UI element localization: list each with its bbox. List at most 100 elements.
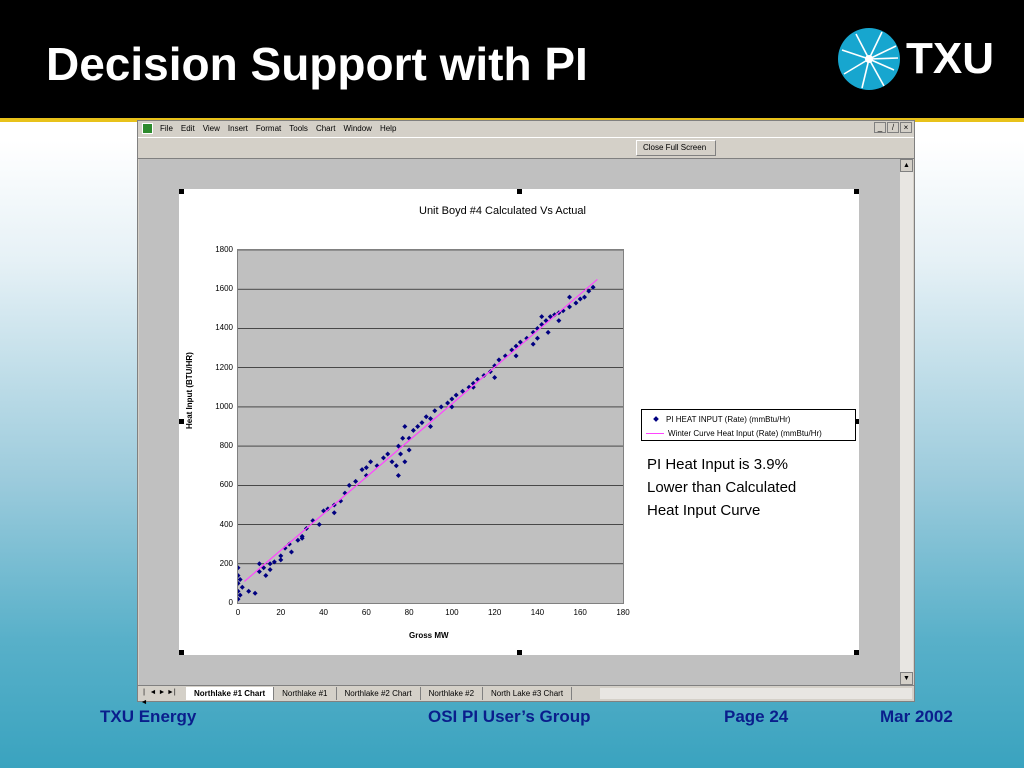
vertical-scrollbar[interactable]: ▲ ▼	[900, 159, 913, 685]
y-tick-label: 600	[219, 480, 233, 490]
sheet-tab-bar: |◄ ◄ ► ►| Northlake #1 Chart Northlake #…	[138, 685, 914, 706]
sheet-tab[interactable]: North Lake #3 Chart	[483, 687, 573, 700]
legend-item: PI HEAT INPUT (Rate) (mmBtu/Hr)	[646, 413, 790, 425]
restore-icon[interactable]: ̸	[887, 122, 899, 133]
chart-area[interactable]: Unit Boyd #4 Calculated Vs Actual 0 200 40…	[179, 189, 859, 655]
minimize-icon[interactable]: _	[874, 122, 886, 133]
data-point	[286, 541, 292, 547]
data-point	[513, 343, 519, 349]
data-point	[299, 535, 305, 541]
sheet-area: Unit Boyd #4 Calculated Vs Actual 0 200 40…	[139, 159, 900, 685]
data-point	[539, 314, 545, 320]
y-tick-label: 1200	[215, 362, 233, 372]
sheet-tab[interactable]: Northlake #2 Chart	[336, 687, 421, 700]
y-tick-label: 800	[219, 441, 233, 451]
menu-view[interactable]: View	[202, 124, 220, 133]
x-tick-label: 40	[319, 608, 328, 617]
menu-chart[interactable]: Chart	[315, 124, 336, 133]
diamond-marker-icon	[653, 416, 659, 422]
x-tick-label: 180	[616, 608, 630, 617]
x-tick-label: 60	[361, 608, 371, 617]
menu-insert[interactable]: Insert	[227, 124, 248, 133]
data-point	[338, 498, 344, 504]
toolbar: Close Full Screen	[138, 137, 914, 159]
data-point	[567, 304, 573, 310]
data-point	[395, 443, 401, 449]
data-point	[380, 455, 386, 461]
menu-window[interactable]: Window	[343, 124, 372, 133]
chart-title: Unit Boyd #4 Calculated Vs Actual	[419, 205, 586, 217]
scatter-plot	[235, 249, 623, 602]
x-tick-label: 140	[530, 608, 545, 617]
prev-tab-icon[interactable]: ◄	[149, 689, 157, 696]
menu-file[interactable]: File	[160, 124, 173, 133]
data-point	[278, 553, 284, 559]
data-point	[410, 427, 416, 433]
data-point	[359, 467, 365, 473]
menu-help[interactable]: Help	[379, 124, 397, 133]
excel-app-icon[interactable]	[142, 123, 153, 134]
logo-text: TXU	[906, 34, 994, 83]
data-point	[368, 459, 374, 465]
data-point	[267, 567, 273, 573]
resize-handle[interactable]	[517, 189, 522, 194]
data-point	[543, 318, 549, 324]
annotation-text: PI Heat Input is 3.9% Lower than Calcula…	[647, 453, 847, 522]
data-point	[577, 296, 583, 302]
close-icon[interactable]: ×	[900, 122, 912, 133]
data-point	[428, 416, 433, 422]
resize-handle[interactable]	[179, 650, 184, 655]
resize-handle[interactable]	[854, 419, 859, 424]
x-tick-label: 80	[404, 608, 414, 617]
data-point	[325, 506, 331, 512]
scroll-down-icon[interactable]: ▼	[900, 672, 913, 685]
data-point	[237, 592, 243, 598]
footer-company: TXU Energy	[100, 707, 197, 726]
resize-handle[interactable]	[179, 189, 184, 194]
resize-handle[interactable]	[854, 650, 859, 655]
close-full-screen-button[interactable]: Close Full Screen	[636, 140, 716, 156]
first-tab-icon[interactable]: |◄	[140, 689, 148, 706]
horizontal-scrollbar[interactable]	[600, 688, 912, 699]
footer-event: OSI PI User’s Group	[428, 707, 591, 726]
data-point	[402, 459, 408, 465]
data-point	[395, 473, 401, 479]
data-point	[449, 396, 455, 402]
data-point	[346, 482, 352, 488]
data-point	[567, 294, 573, 300]
data-point	[492, 363, 498, 369]
data-point	[263, 573, 269, 579]
x-axis-label: Gross MW	[409, 631, 449, 640]
data-point	[271, 559, 277, 565]
y-tick-label: 200	[219, 558, 233, 568]
y-tick-label: 0	[228, 598, 233, 607]
sheet-tab[interactable]: Northlake #2	[420, 687, 484, 700]
scroll-up-icon[interactable]: ▲	[900, 159, 913, 172]
y-axis-label: Heat Input (BTU/HR)	[185, 352, 194, 429]
resize-handle[interactable]	[854, 189, 859, 194]
legend-item: Winter Curve Heat Input (Rate) (mmBtu/Hr…	[646, 427, 822, 439]
last-tab-icon[interactable]: ►|	[167, 689, 176, 696]
resize-handle[interactable]	[179, 419, 184, 424]
data-point	[496, 357, 502, 363]
resize-handle[interactable]	[517, 650, 522, 655]
data-point	[389, 459, 395, 465]
data-point	[582, 294, 587, 300]
data-point	[419, 420, 425, 426]
sheet-tab[interactable]: Northlake #1 Chart	[186, 687, 275, 700]
menu-tools[interactable]: Tools	[289, 124, 308, 133]
data-point	[316, 522, 322, 528]
menu-edit[interactable]: Edit	[180, 124, 195, 133]
data-point	[288, 549, 294, 555]
data-point	[445, 400, 451, 406]
y-tick-label: 1600	[215, 284, 233, 294]
sheet-tabs: Northlake #1 Chart Northlake #1 Northlak…	[186, 687, 573, 700]
data-point	[282, 545, 288, 551]
data-point	[432, 408, 438, 414]
plot-area	[235, 249, 624, 604]
data-point	[534, 325, 540, 331]
sheet-tab[interactable]: Northlake #1	[274, 687, 337, 700]
menu-format[interactable]: Format	[255, 124, 282, 133]
legend-label: Winter Curve Heat Input (Rate) (mmBtu/Hr…	[668, 428, 822, 438]
next-tab-icon[interactable]: ►	[158, 689, 166, 696]
